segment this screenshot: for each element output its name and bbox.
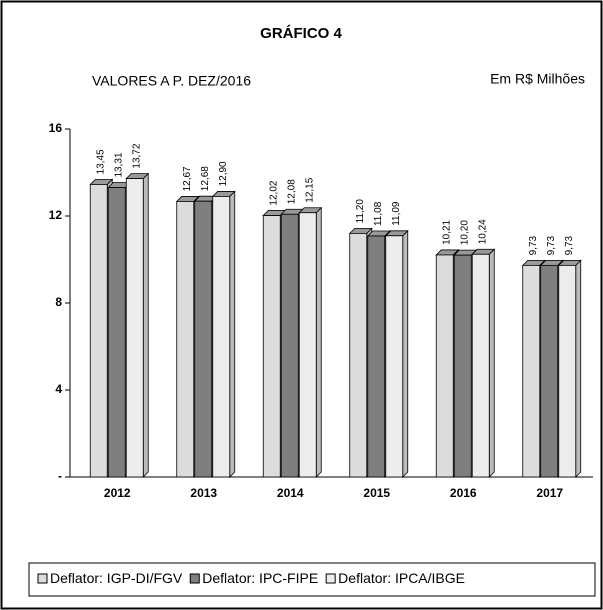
y-tick-label: 4 [55,382,62,396]
value-label: 12,15 [304,177,315,202]
value-label: 11,09 [391,201,402,226]
value-label: 9,73 [528,235,539,255]
legend-label: Deflator: IPC-FIPE [202,570,318,586]
bar [107,187,126,478]
bar [522,264,541,478]
x-tick-label: 2014 [277,486,304,500]
value-label: 9,73 [546,235,557,255]
x-tick-label: 2012 [104,486,131,500]
bar [540,264,559,478]
bar-side [575,259,582,478]
bar [298,212,317,478]
bar [280,213,299,478]
value-label: 10,24 [477,219,488,244]
y-tick-label: 12 [49,208,63,222]
value-label: 12,68 [200,166,211,191]
bar [385,235,404,478]
bar-side [315,206,322,478]
y-tick-label: - [58,469,62,483]
value-label: 11,08 [373,201,384,226]
legend-swatch [325,573,336,584]
value-label: 12,08 [286,179,297,204]
legend-box [28,562,596,597]
legend-label: Deflator: IPCA/IBGE [338,570,465,586]
legend-label: Deflator: IGP-DI/FGV [50,570,183,586]
x-tick-label: 2013 [190,486,217,500]
bar [176,201,195,478]
value-label: 12,67 [182,166,193,191]
bar [558,264,577,478]
bar [262,215,281,478]
x-tick-label: 2015 [363,486,390,500]
bar-side [402,229,409,478]
value-label: 10,21 [441,219,452,244]
chart-title: GRÁFICO 4 [260,25,342,42]
value-label: 9,73 [564,235,575,255]
bar [453,254,472,478]
legend-swatch [37,573,48,584]
bar [194,200,213,478]
chart-subtitle: VALORES A P. DEZ/2016 [92,73,251,89]
value-label: 13,45 [95,149,106,174]
bar [349,232,368,478]
value-label: 11,20 [355,199,366,224]
bar [212,196,231,478]
value-label: 13,72 [131,143,142,168]
x-tick-label: 2017 [536,486,563,500]
unit-note: Em R$ Milhões [490,71,585,87]
y-tick-label: 8 [55,295,62,309]
bar [89,184,108,478]
legend-swatch [189,573,200,584]
y-tick-label: 16 [49,121,63,135]
value-label: 12,02 [268,180,279,205]
bar [367,235,386,478]
bar [435,254,454,478]
x-tick-label: 2016 [450,486,477,500]
bar-side [229,190,236,478]
value-label: 12,90 [218,161,229,186]
bar-side [488,248,495,478]
bar-side [142,172,149,478]
value-label: 13,31 [113,152,124,177]
bar [125,178,144,478]
value-label: 10,20 [459,220,470,245]
bar [471,253,490,478]
